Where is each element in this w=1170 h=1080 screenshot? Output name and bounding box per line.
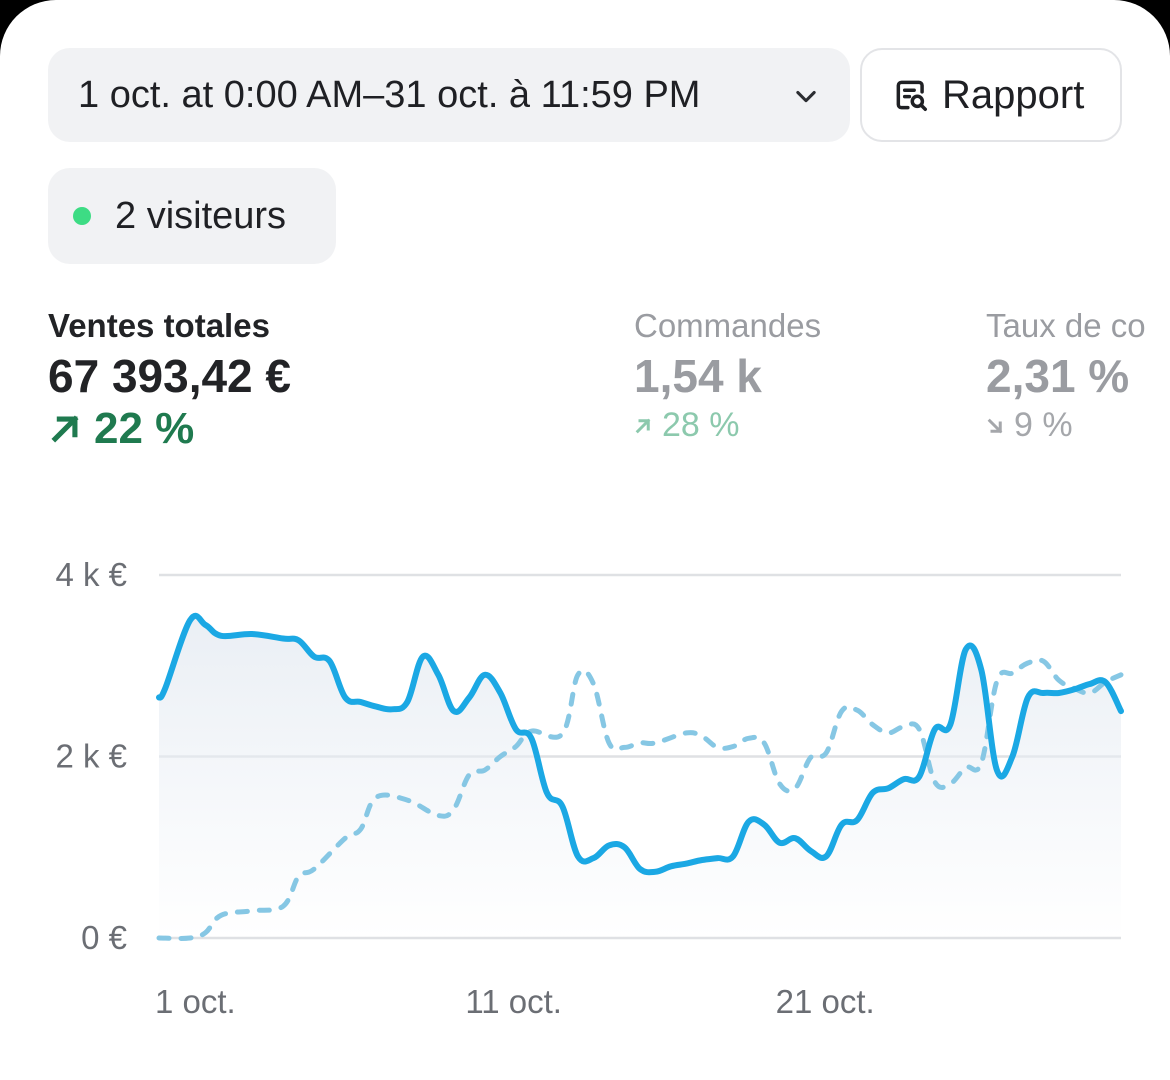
- previous-period-line: [156, 657, 1124, 941]
- visitors-label: 2 visiteurs: [115, 194, 287, 237]
- metric-value: 67 393,42 €: [48, 350, 292, 402]
- arrow-up-right-icon: [51, 415, 79, 443]
- x-tick-label: 11 oct.: [465, 983, 562, 1020]
- metric-value: 2,31 %: [986, 350, 1130, 402]
- date-range-selector[interactable]: 1 oct. at 0:00 AM–31 oct. à 11:59 PM: [48, 48, 850, 142]
- chevron-down-icon: [796, 90, 816, 103]
- arrow-down-right-icon: [987, 418, 1003, 433]
- metric-change: 28 %: [634, 406, 821, 445]
- metric-change: 9 %: [986, 406, 1146, 445]
- current-period-area: [159, 615, 1121, 938]
- metric-value: 1,54 k: [634, 350, 762, 402]
- live-status-dot: [73, 207, 91, 225]
- metric-change: 22 %: [48, 404, 291, 454]
- y-tick-label: 4 k €: [55, 556, 127, 593]
- metric-title: Ventes totales: [48, 307, 270, 344]
- metric-title: Taux de co: [986, 307, 1146, 344]
- live-visitors-badge[interactable]: 2 visiteurs: [48, 168, 336, 264]
- x-tick-label: 1 oct.: [155, 983, 236, 1020]
- metric-change-value: 22 %: [94, 404, 195, 453]
- report-button[interactable]: Rapport: [860, 48, 1122, 142]
- y-tick-label: 2 k €: [55, 738, 127, 775]
- metric-total-sales[interactable]: Ventes totales 67 393,42 € 22 %: [48, 306, 291, 454]
- metric-change-value: 9 %: [1014, 406, 1073, 444]
- metric-orders[interactable]: Commandes 1,54 k 28 %: [634, 306, 821, 445]
- report-button-label: Rapport: [942, 72, 1085, 117]
- current-period-line: [156, 612, 1124, 876]
- date-range-label: 1 oct. at 0:00 AM–31 oct. à 11:59 PM: [78, 73, 701, 116]
- sales-line-chart[interactable]: 0 € 2 k € 4 k € 1 oct. 11 oct. 21 oct.: [0, 540, 1170, 1053]
- report-search-icon: [896, 80, 927, 111]
- arrow-up-right-icon: [635, 418, 651, 433]
- metric-title: Commandes: [634, 307, 822, 344]
- metric-conversion-rate[interactable]: Taux de co 2,31 % 9 %: [986, 306, 1146, 445]
- y-tick-label: 0 €: [81, 919, 127, 956]
- x-tick-label: 21 oct.: [776, 983, 875, 1020]
- metric-change-value: 28 %: [662, 406, 740, 444]
